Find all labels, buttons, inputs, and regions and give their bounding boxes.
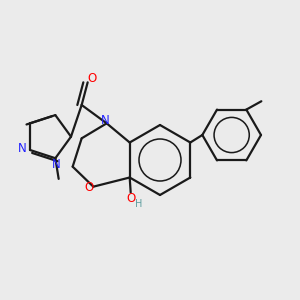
Text: O: O xyxy=(85,181,94,194)
Text: H: H xyxy=(135,199,142,209)
Text: O: O xyxy=(127,192,136,205)
Text: O: O xyxy=(87,73,96,85)
Text: N: N xyxy=(100,114,109,127)
Text: N: N xyxy=(18,142,27,155)
Text: N: N xyxy=(52,158,60,171)
